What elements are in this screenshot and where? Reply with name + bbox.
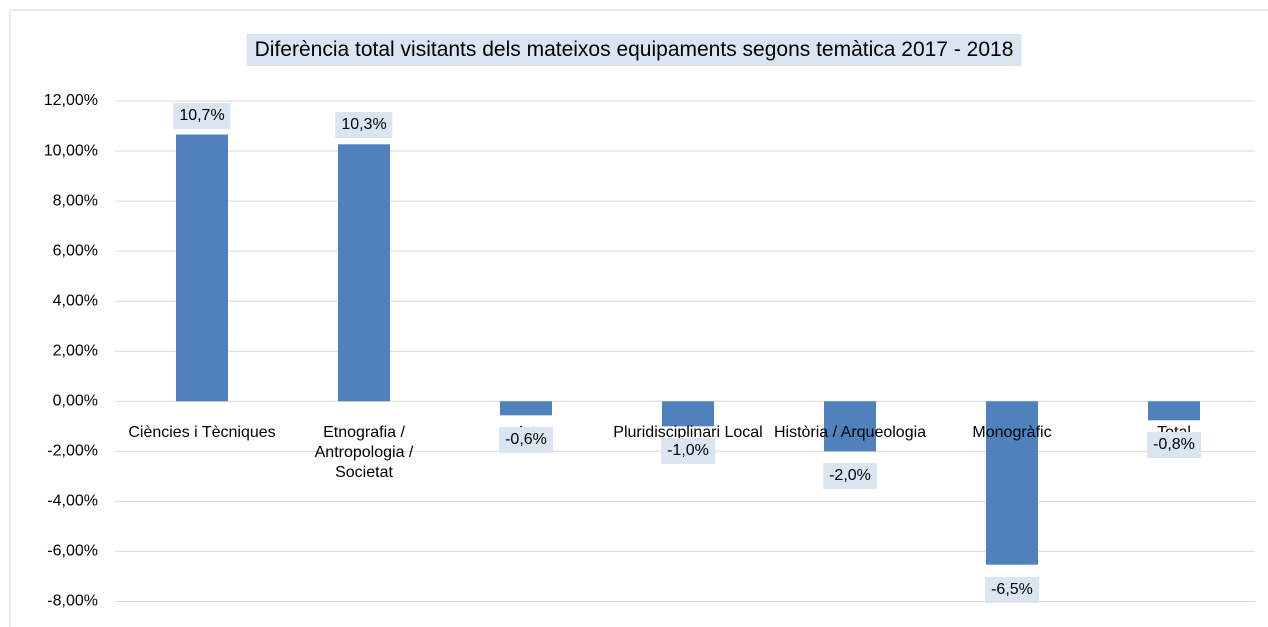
y-tick-label: 8,00%	[53, 192, 98, 209]
y-tick-label: 2,00%	[53, 342, 98, 359]
bar	[176, 134, 228, 402]
y-tick-label: -8,00%	[47, 593, 98, 610]
x-tick-label: Etnografia / Antropologia / Societat	[314, 424, 414, 482]
bar	[1148, 401, 1200, 421]
data-label: -2,0%	[823, 463, 877, 490]
chart-title: Diferència total visitants dels mateixos…	[246, 34, 1022, 66]
data-label: -0,6%	[499, 427, 553, 454]
x-tick-label: Pluridisciplinari Local	[613, 424, 763, 442]
y-tick-label: -6,00%	[47, 543, 98, 560]
y-tick-label: -2,00%	[47, 443, 98, 460]
data-label: -1,0%	[661, 438, 715, 465]
y-tick-label: 6,00%	[53, 242, 98, 259]
y-tick-label: 10,00%	[44, 142, 98, 159]
x-tick-label: Ciències i Tècniques	[128, 424, 276, 442]
bar	[662, 401, 714, 427]
frame	[9, 9, 1268, 627]
data-label: 10,3%	[335, 112, 393, 139]
data-label: 10,7%	[173, 102, 231, 129]
bar	[986, 401, 1038, 565]
data-label: -6,5%	[985, 576, 1039, 603]
bar	[500, 401, 552, 416]
y-tick-label: 4,00%	[53, 292, 98, 309]
data-label: -0,8%	[1147, 432, 1201, 459]
y-tick-label: 12,00%	[44, 92, 98, 109]
bar	[338, 144, 390, 402]
bar	[824, 401, 876, 452]
x-tick-label: Monogràfic	[972, 424, 1052, 442]
x-tick-label: Història / Arqueologia	[773, 424, 927, 442]
y-tick-label: -4,00%	[47, 493, 98, 510]
y-tick-label: 0,00%	[53, 393, 98, 410]
